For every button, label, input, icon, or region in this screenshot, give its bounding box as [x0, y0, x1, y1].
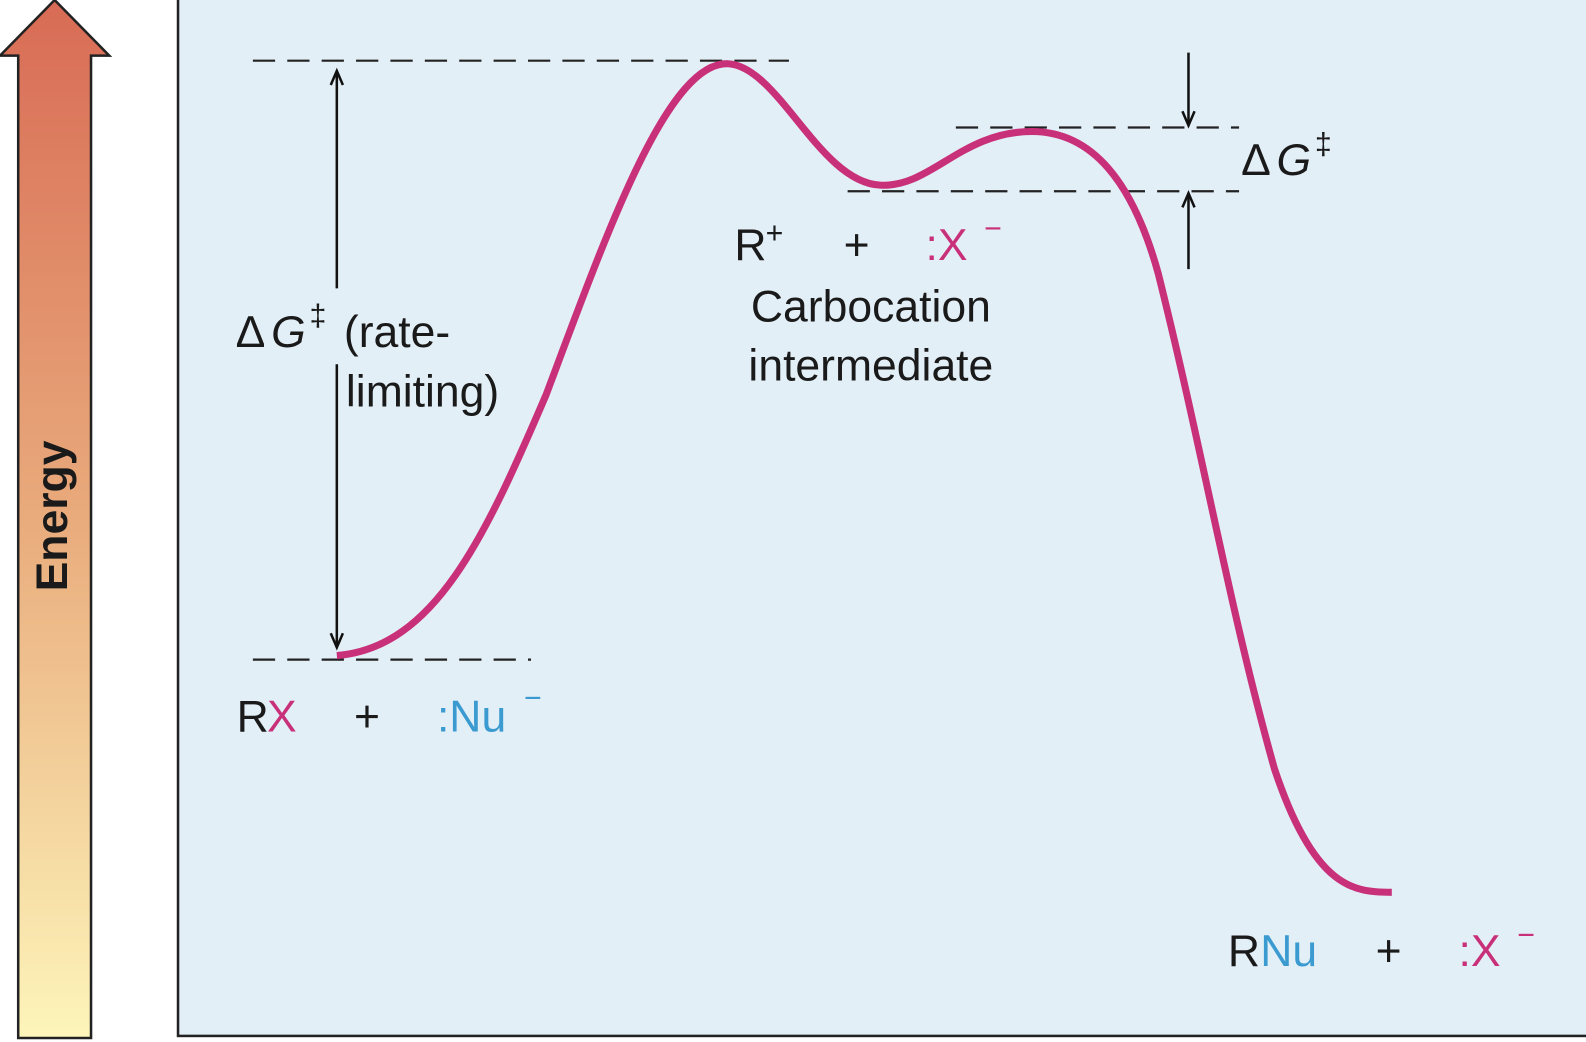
g-symbol: G [271, 308, 306, 357]
label-line: limiting) [346, 368, 499, 417]
species: :X [1459, 927, 1501, 976]
species: R [1228, 927, 1260, 976]
g-symbol: G [1276, 136, 1311, 185]
label-line: intermediate [748, 341, 993, 390]
energy-label: Energy [28, 440, 77, 591]
charge: + [766, 217, 784, 250]
barrier-arrow [329, 67, 345, 651]
plus: + [844, 221, 870, 270]
charge: − [984, 213, 1002, 246]
charge: − [524, 682, 542, 715]
label-line: (rate- [344, 308, 450, 357]
species: R [734, 221, 766, 270]
charge: − [1517, 919, 1535, 952]
species: R [237, 692, 269, 741]
energy-arrow [0, 0, 113, 1040]
species: X [267, 692, 297, 741]
reaction-curve [336, 60, 1392, 896]
species: :X [926, 221, 968, 270]
second-barrier-arrows [1181, 52, 1196, 270]
plus: + [354, 692, 380, 741]
species: :Nu [437, 692, 506, 741]
dagger: ‡ [1315, 128, 1332, 161]
plus: + [1376, 927, 1402, 976]
species: Nu [1260, 927, 1317, 976]
plot-panel [176, 0, 1586, 1038]
dagger: ‡ [310, 300, 327, 333]
label-line: Carbocation [751, 283, 991, 332]
delta: Δ [236, 308, 266, 357]
delta: Δ [1241, 136, 1271, 185]
